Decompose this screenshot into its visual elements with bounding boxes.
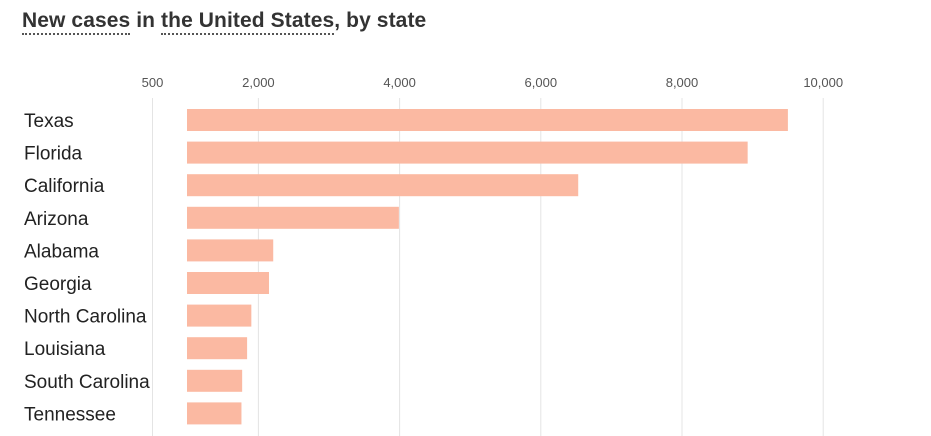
category-label: Louisiana [24, 339, 106, 360]
x-tick-label: 4,000 [383, 75, 416, 90]
bar-california[interactable] [187, 174, 579, 197]
x-tick-label: 2,000 [242, 75, 275, 90]
category-label: Georgia [24, 274, 92, 295]
category-label: Arizona [24, 209, 89, 230]
bar-arizona[interactable] [187, 206, 399, 229]
x-tick-label: 500 [142, 75, 164, 90]
bar-louisiana[interactable] [187, 337, 248, 360]
category-label: Alabama [24, 241, 99, 262]
bar-north-carolina[interactable] [187, 304, 252, 327]
category-label: California [24, 176, 105, 197]
new-cases-link[interactable]: New cases [22, 9, 131, 35]
bars [187, 109, 788, 425]
bar-tennessee[interactable] [187, 402, 242, 425]
title-suffix: , by state [334, 9, 427, 32]
chart-title: New cases in the United States, by state [22, 9, 427, 35]
category-label: Texas [24, 111, 74, 132]
x-axis-ticks: 500 2,000 4,000 6,000 8,000 10,000 [142, 75, 843, 90]
bar-alabama[interactable] [187, 239, 274, 262]
x-tick-label: 8,000 [666, 75, 699, 90]
bar-florida[interactable] [187, 141, 748, 164]
title-connector: in [130, 9, 162, 32]
region-link[interactable]: the United States [161, 9, 335, 35]
bar-south-carolina[interactable] [187, 369, 243, 392]
category-labels: Texas Florida California Arizona Alabama Geor… [24, 111, 150, 425]
bar-texas[interactable] [187, 109, 788, 131]
category-label: Florida [24, 144, 83, 165]
x-tick-label: 10,000 [803, 75, 843, 90]
category-label: North Carolina [24, 307, 147, 328]
x-tick-label: 6,000 [525, 75, 558, 90]
category-label: South Carolina [24, 372, 150, 393]
category-label: Tennessee [24, 404, 116, 425]
bar-georgia[interactable] [187, 272, 269, 294]
